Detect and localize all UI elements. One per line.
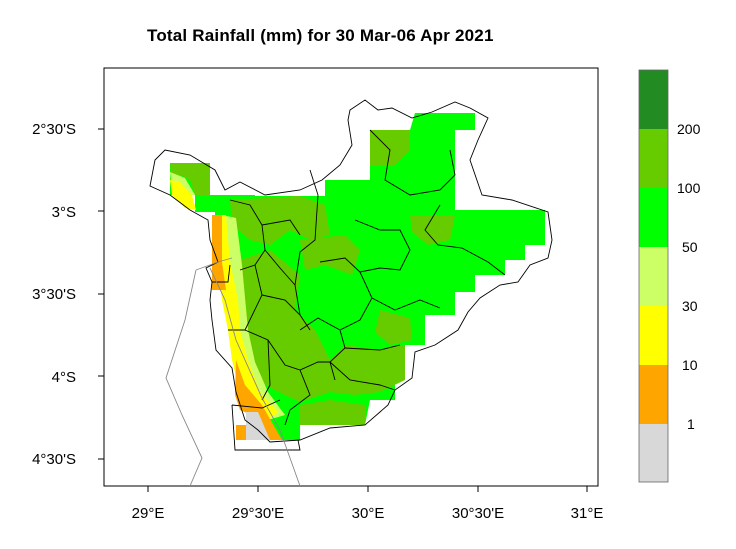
lake-shoreline — [165, 257, 301, 487]
province-boundaries — [149, 99, 553, 451]
legend-label: 30 — [682, 298, 698, 314]
lon-tick-label: 30°E — [352, 505, 385, 522]
axis-ticks — [98, 128, 588, 492]
legend-swatch — [639, 306, 668, 365]
lat-tick-label: 4°30'S — [32, 451, 76, 468]
map-title: Total Rainfall (mm) for 30 Mar-06 Apr 20… — [147, 26, 494, 45]
rainfall-fill — [170, 113, 545, 440]
legend-swatch — [639, 129, 668, 188]
lat-tick-label: 3°S — [52, 204, 76, 221]
legend-swatch — [639, 424, 668, 482]
legend-label: 100 — [677, 180, 701, 196]
legend-label: 1 — [687, 416, 695, 432]
lon-tick-label: 29°30'E — [232, 505, 284, 522]
legend-label: 200 — [677, 121, 701, 137]
legend-swatch — [639, 188, 668, 247]
lat-tick-label: 2°30'S — [32, 121, 76, 138]
lon-tick-label: 29°E — [132, 505, 165, 522]
legend-swatch — [639, 247, 668, 306]
legend-swatch — [639, 365, 668, 424]
legend-swatch — [639, 70, 668, 129]
lon-tick-label: 31°E — [571, 505, 604, 522]
legend-label: 10 — [682, 357, 698, 373]
lat-tick-label: 3°30'S — [32, 286, 76, 303]
map-frame — [103, 67, 599, 487]
legend-label: 50 — [682, 239, 698, 255]
lon-tick-label: 30°30'E — [452, 505, 504, 522]
lat-tick-label: 4°S — [52, 369, 76, 386]
legend-colorbar — [638, 69, 669, 483]
